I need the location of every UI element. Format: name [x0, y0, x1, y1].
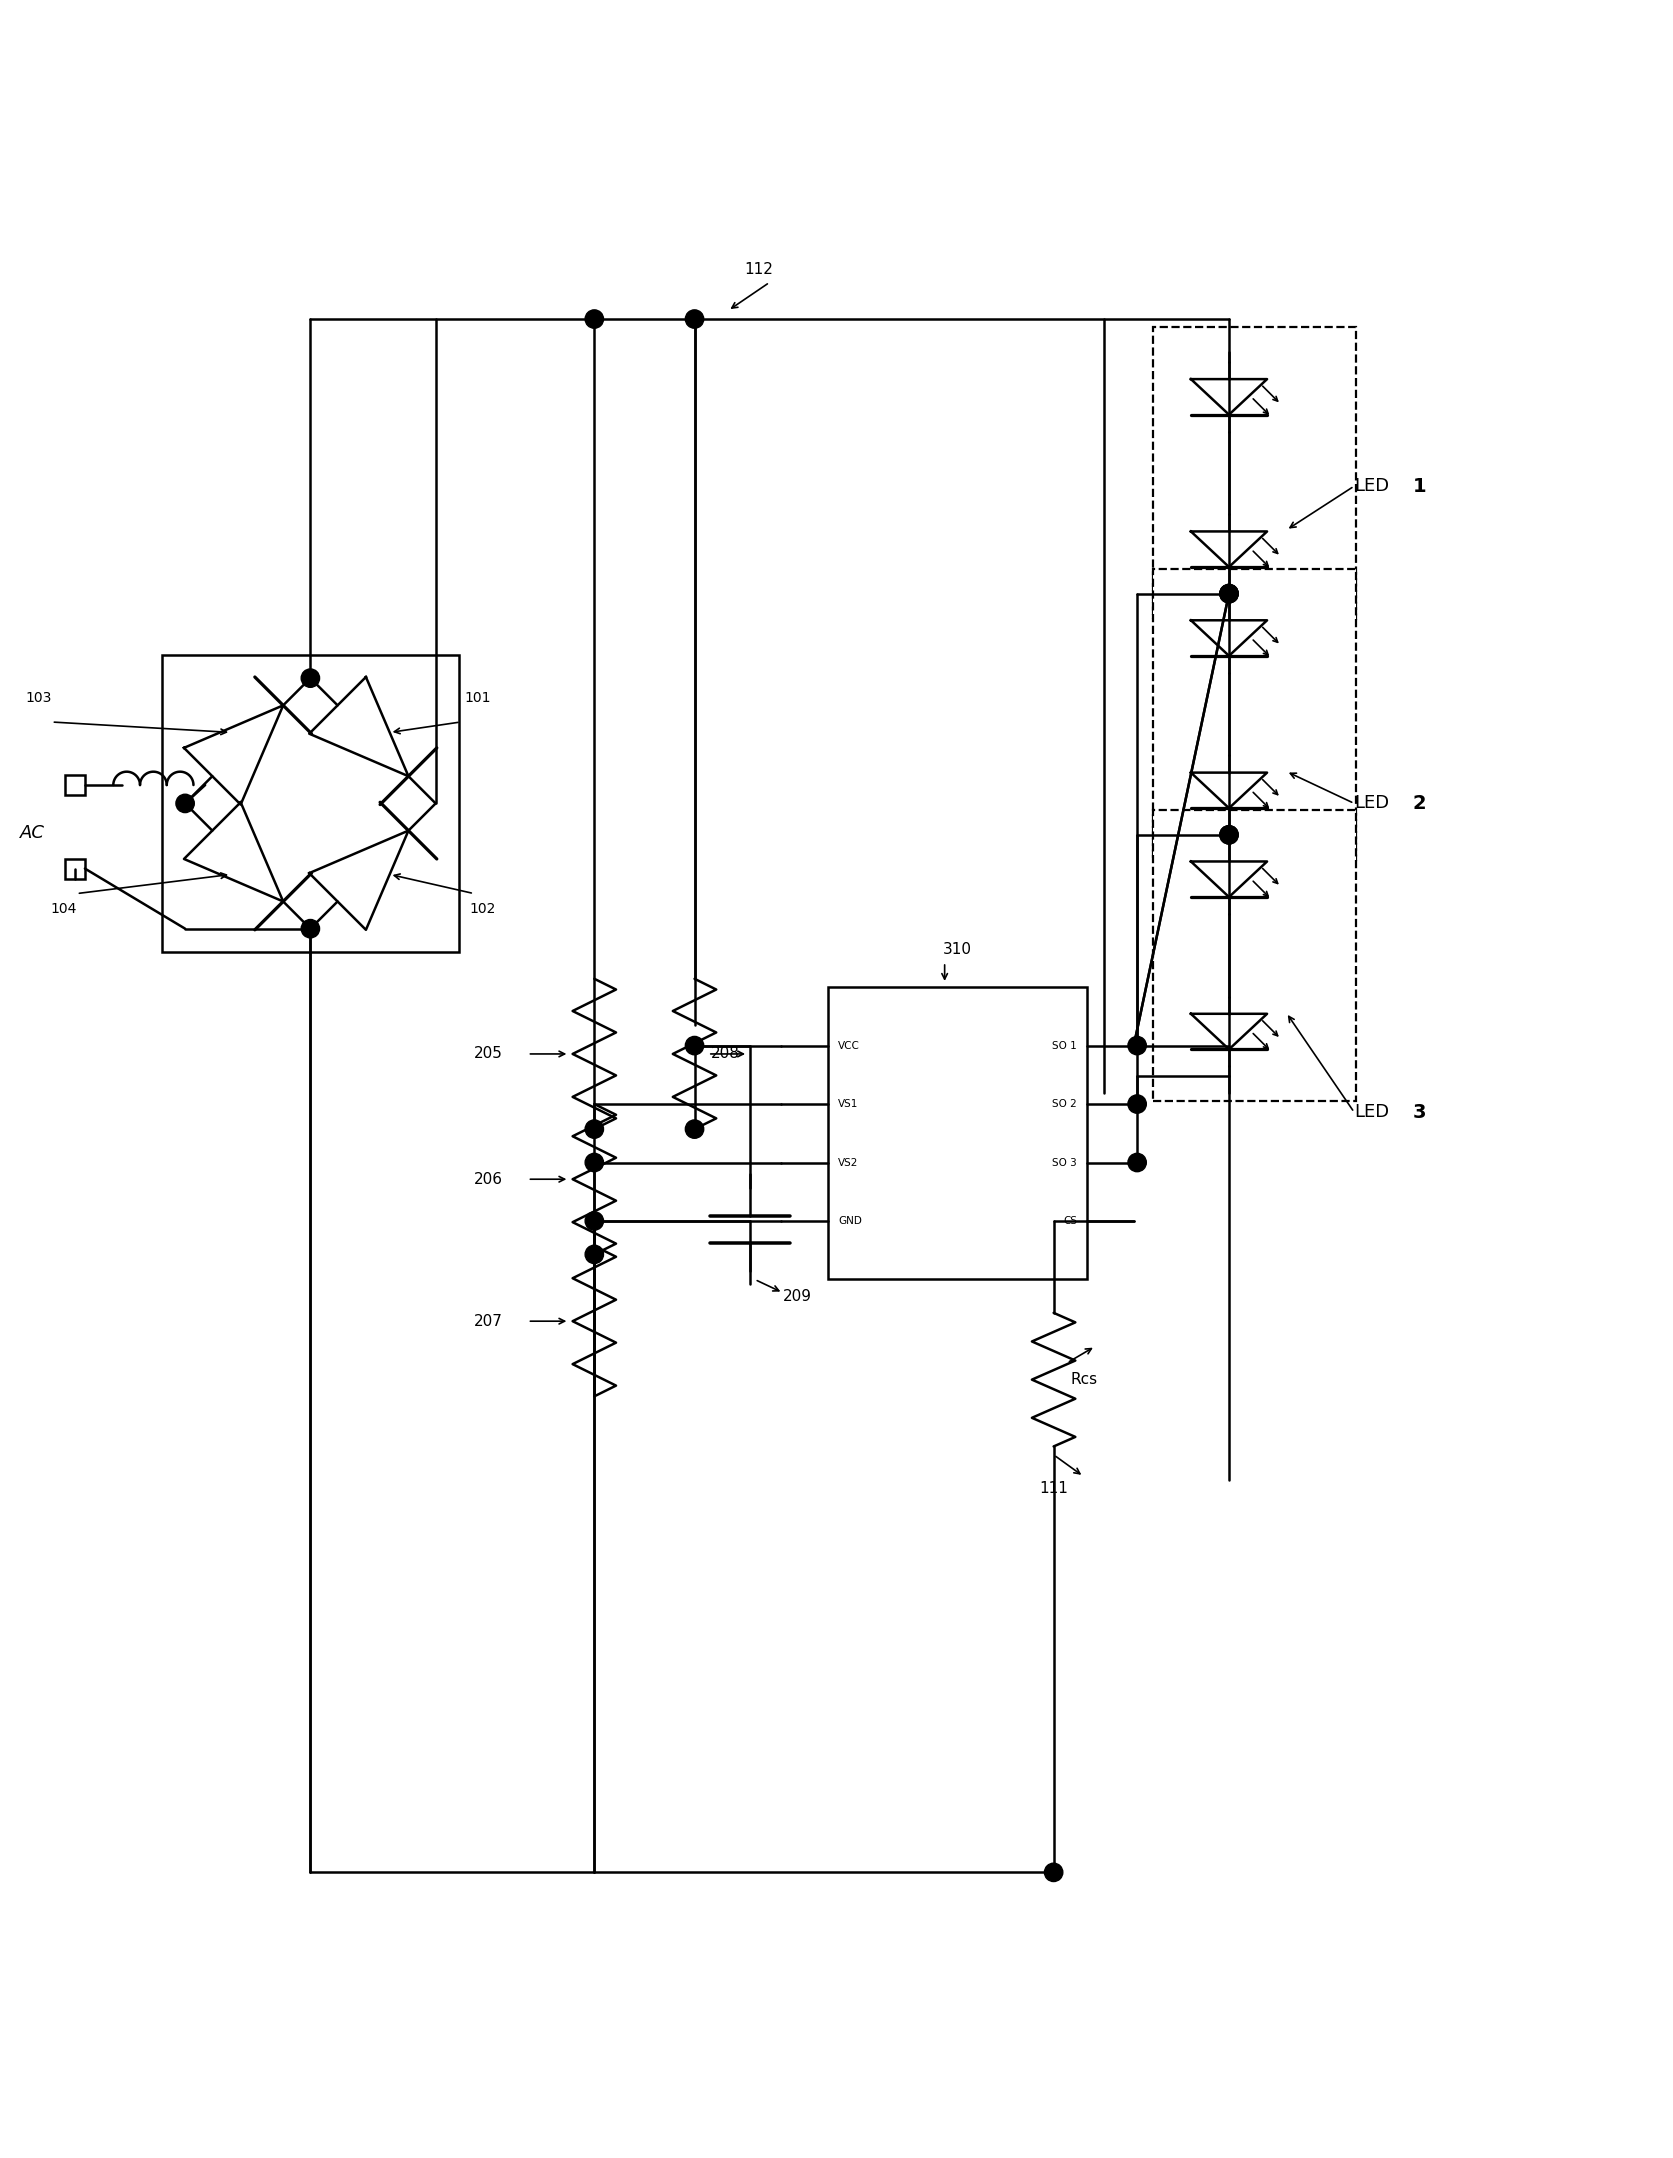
- Circle shape: [1128, 1152, 1146, 1172]
- Circle shape: [586, 1213, 604, 1230]
- Circle shape: [1220, 585, 1238, 602]
- Text: CS: CS: [1062, 1215, 1077, 1226]
- Text: 111: 111: [1039, 1480, 1067, 1495]
- Circle shape: [686, 1120, 704, 1137]
- Bar: [1153, 809, 1355, 1101]
- Circle shape: [1220, 827, 1238, 844]
- Circle shape: [1128, 1094, 1146, 1114]
- Bar: [828, 986, 1087, 1280]
- Text: 208: 208: [711, 1047, 739, 1062]
- Text: AC: AC: [20, 824, 45, 842]
- Circle shape: [686, 1036, 704, 1055]
- Text: 112: 112: [744, 263, 773, 276]
- Circle shape: [176, 794, 194, 814]
- Text: VS2: VS2: [838, 1157, 858, 1167]
- Text: LED: LED: [1353, 477, 1389, 494]
- Text: VCC: VCC: [838, 1040, 860, 1051]
- Circle shape: [1128, 1036, 1146, 1055]
- Circle shape: [586, 1152, 604, 1172]
- Circle shape: [686, 311, 704, 328]
- Text: SO 2: SO 2: [1052, 1098, 1077, 1109]
- Text: SO 3: SO 3: [1052, 1157, 1077, 1167]
- Text: SO 1: SO 1: [1052, 1040, 1077, 1051]
- Text: LED: LED: [1353, 794, 1389, 811]
- Text: LED: LED: [1353, 1103, 1389, 1122]
- Text: 206: 206: [473, 1172, 502, 1187]
- Text: GND: GND: [838, 1215, 862, 1226]
- Text: 207: 207: [473, 1314, 502, 1329]
- Text: Rcs: Rcs: [1071, 1372, 1097, 1388]
- Text: 205: 205: [473, 1047, 502, 1062]
- Circle shape: [586, 1245, 604, 1265]
- Text: 103: 103: [25, 691, 52, 706]
- Text: 209: 209: [783, 1288, 811, 1303]
- Text: 310: 310: [944, 943, 972, 958]
- Text: 101: 101: [463, 691, 490, 706]
- Text: 2: 2: [1412, 794, 1427, 814]
- Circle shape: [1220, 585, 1238, 602]
- Circle shape: [586, 1120, 604, 1137]
- Bar: [65, 775, 85, 794]
- Text: 3: 3: [1412, 1103, 1425, 1122]
- Text: VS1: VS1: [838, 1098, 858, 1109]
- Bar: [1153, 328, 1355, 619]
- Bar: [162, 654, 458, 952]
- Circle shape: [586, 311, 604, 328]
- Text: 102: 102: [468, 902, 495, 915]
- Text: 104: 104: [50, 902, 77, 915]
- Circle shape: [301, 919, 320, 939]
- Bar: [65, 859, 85, 878]
- Circle shape: [1220, 585, 1238, 602]
- Text: 1: 1: [1412, 477, 1427, 496]
- Bar: [1153, 568, 1355, 859]
- Circle shape: [1220, 827, 1238, 844]
- Circle shape: [1044, 1862, 1062, 1882]
- Circle shape: [301, 669, 320, 688]
